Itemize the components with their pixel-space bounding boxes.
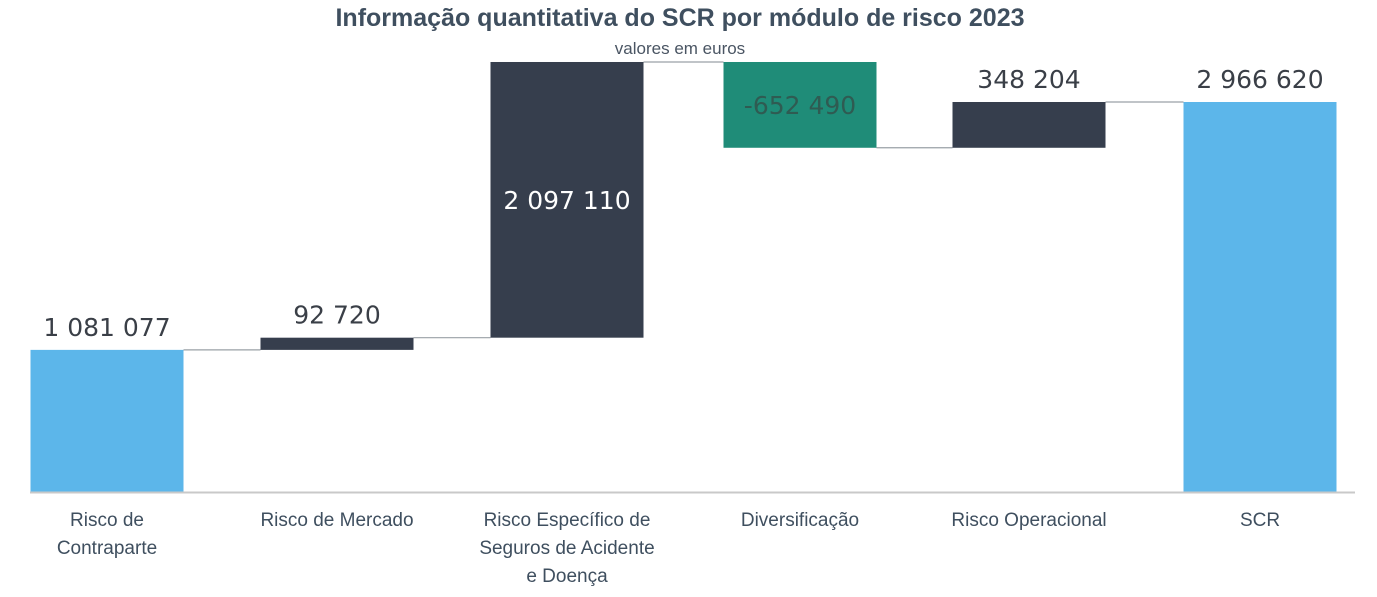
- category-label-5: Risco Operacional: [951, 510, 1106, 531]
- category-labels: Risco de Contraparte Risco de Mercado Risco…: [57, 510, 1280, 587]
- category-label-1: Risco de Contraparte: [57, 510, 157, 559]
- value-label-4: -652 490: [744, 91, 856, 120]
- connector-lines: [183, 61, 1184, 351]
- bar-4: [723, 61, 877, 148]
- category-label-4: Diversificação: [741, 510, 859, 531]
- value-label-2: 92 720: [293, 301, 380, 330]
- bar-1: [30, 349, 184, 492]
- category-label-2: Risco de Mercado: [260, 510, 413, 531]
- category-label-6: SCR: [1240, 510, 1280, 531]
- value-label-3: 2 097 110: [503, 186, 630, 215]
- category-label-3: Risco Específico de Seguros de Acidente e …: [479, 510, 654, 587]
- value-label-1: 1 081 077: [43, 313, 170, 342]
- bar-6: [1183, 102, 1337, 492]
- bar-3: [490, 61, 644, 338]
- bar-group: [30, 61, 1337, 492]
- value-label-6: 2 966 620: [1196, 65, 1323, 94]
- chart-title: Informação quantitativa do SCR por módul…: [335, 4, 1024, 32]
- value-labels: 1 081 077 92 720 2 097 110 -652 490 348 204 2…: [43, 65, 1323, 342]
- bar-2: [260, 337, 414, 350]
- value-label-5: 348 204: [977, 65, 1080, 94]
- chart-subtitle: valores em euros: [615, 39, 745, 58]
- bar-5: [952, 101, 1106, 148]
